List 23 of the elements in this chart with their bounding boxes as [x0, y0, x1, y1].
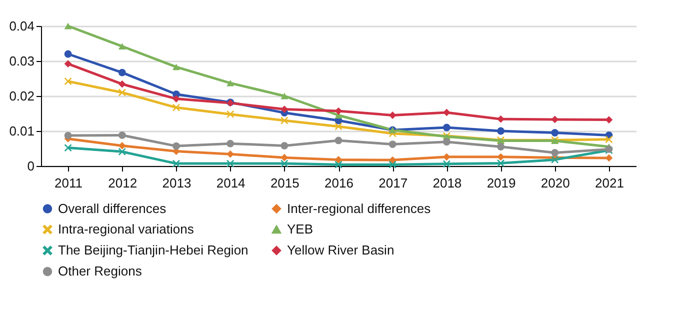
x-tick-label: 2011	[54, 176, 83, 190]
x-tick-label: 2020	[540, 176, 570, 190]
legend-label: Intra-regional variations	[58, 222, 194, 236]
y-tick-label: 0.02	[9, 88, 34, 104]
legend-label: Overall differences	[58, 200, 167, 216]
x-tick-label: 2014	[216, 176, 246, 190]
y-tick-label: 0.01	[9, 124, 34, 138]
x-tick-label: 2019	[486, 176, 516, 190]
x-tick-label: 2013	[162, 176, 192, 190]
legend-label: YEB	[287, 222, 314, 236]
y-tick-label: 0.04	[9, 18, 34, 34]
x-tick-label: 2021	[594, 176, 624, 190]
x-tick-label: 2012	[108, 176, 138, 190]
legend-label: Inter-regional differences	[287, 200, 432, 216]
x-tick-label: 2018	[432, 176, 462, 190]
legend-label: Yellow River Basin	[287, 242, 394, 258]
x-tick-label: 2017	[378, 176, 408, 190]
legend-label: Other Regions	[58, 264, 142, 278]
y-tick-label: 0	[27, 158, 34, 174]
x-tick-label: 2016	[324, 176, 354, 190]
x-tick-label: 2015	[270, 176, 300, 190]
legend-label: The Beijing-Tianjin-Hebei Region	[58, 242, 248, 258]
y-tick-label: 0.03	[9, 54, 34, 68]
